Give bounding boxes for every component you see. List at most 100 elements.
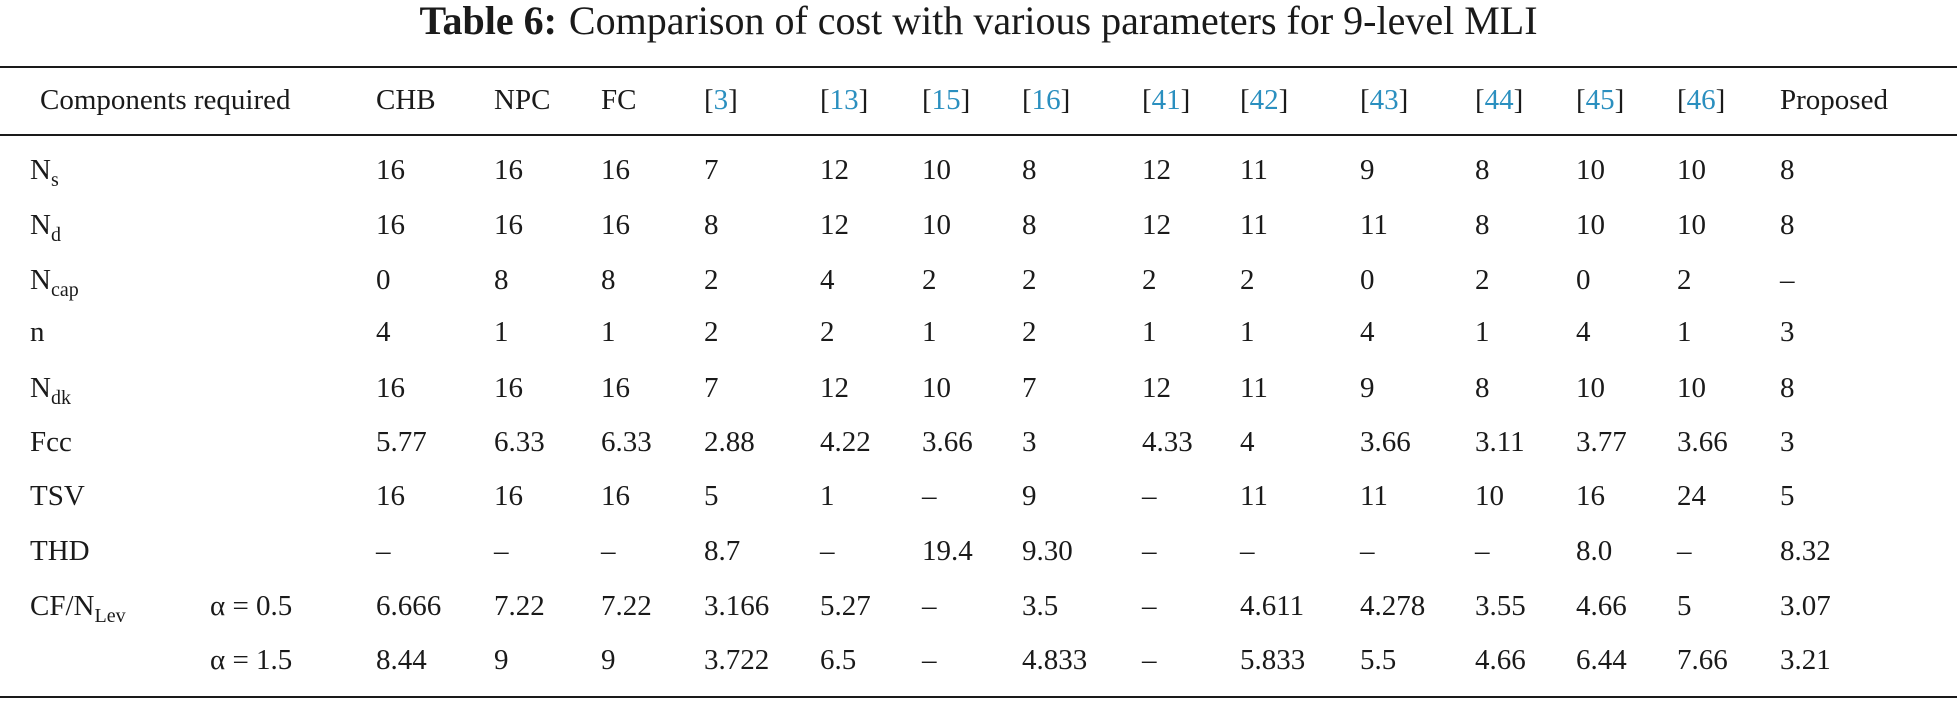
table-cell: –	[494, 535, 509, 567]
citation-link[interactable]: 13	[829, 84, 859, 116]
table-cell: 16	[601, 209, 630, 241]
table-cell: 8	[1022, 154, 1037, 186]
citation-link[interactable]: 42	[1249, 84, 1279, 116]
citation-link[interactable]: 16	[1031, 84, 1061, 116]
table-cell: 3.5	[1022, 590, 1059, 622]
header-col-ref-41[interactable]: [41]	[1142, 84, 1191, 116]
row-label: Fcc	[30, 426, 72, 458]
row-label-subscript: d	[50, 224, 61, 246]
citation-link[interactable]: 46	[1686, 84, 1716, 116]
table-cell: 5	[1677, 590, 1692, 622]
table-cell: 4	[1240, 426, 1255, 458]
header-col-ref-3[interactable]: [3]	[704, 84, 738, 116]
row-parameter: α = 0.5	[210, 590, 293, 622]
table-cell: 6.666	[376, 590, 442, 622]
table-cell: 8.7	[704, 535, 741, 567]
citation-link[interactable]: 45	[1585, 84, 1615, 116]
header-col-ref-43[interactable]: [43]	[1360, 84, 1409, 116]
table-cell: 1	[922, 316, 937, 348]
table-cell: 4	[1576, 316, 1591, 348]
table-cell: 4	[820, 264, 835, 296]
table-cell: 4.278	[1360, 590, 1426, 622]
table-cell: 6.5	[820, 644, 857, 676]
table-cell: 5	[704, 480, 719, 512]
table-cell: 2	[704, 316, 719, 348]
table-cell: 8	[1780, 372, 1795, 404]
table-cell: 0	[376, 264, 391, 296]
table-cell: 5	[1780, 480, 1795, 512]
table-caption: Table 6: Comparison of cost with various …	[0, 0, 1957, 42]
table-cell: 16	[601, 154, 630, 186]
top-rule	[0, 66, 1957, 68]
table-cell: 1	[494, 316, 509, 348]
caption-label: Table 6:	[419, 0, 557, 43]
table-cell: 2.88	[704, 426, 755, 458]
table-cell: 2	[1475, 264, 1490, 296]
table-cell: –	[1240, 535, 1255, 567]
table-cell: –	[1360, 535, 1375, 567]
table-cell: 4.833	[1022, 644, 1088, 676]
table-cell: –	[922, 644, 937, 676]
bottom-rule	[0, 696, 1957, 698]
table-cell: 3.77	[1576, 426, 1627, 458]
row-label-subscript: s	[50, 169, 59, 191]
table-cell: 9	[601, 644, 616, 676]
citation-link[interactable]: 43	[1369, 84, 1399, 116]
table-cell: 3.55	[1475, 590, 1526, 622]
citation-link[interactable]: 41	[1151, 84, 1181, 116]
table-cell: 1	[820, 480, 835, 512]
header-col-ref-15[interactable]: [15]	[922, 84, 971, 116]
table-cell: 4.66	[1576, 590, 1627, 622]
table-cell: 3.66	[1677, 426, 1728, 458]
header-col-ref-46[interactable]: [46]	[1677, 84, 1726, 116]
header-components: Components required	[40, 84, 291, 116]
table-cell: 12	[1142, 154, 1171, 186]
header-col-ref-13[interactable]: [13]	[820, 84, 869, 116]
table-cell: 9	[1360, 154, 1375, 186]
table-cell: –	[922, 590, 937, 622]
header-col-ref-16[interactable]: [16]	[1022, 84, 1071, 116]
header-col-ref-44[interactable]: [44]	[1475, 84, 1524, 116]
row-label: Ns	[30, 154, 59, 191]
table-cell: 4.33	[1142, 426, 1193, 458]
table-cell: 6.33	[601, 426, 652, 458]
header-col-chb: CHB	[376, 84, 436, 116]
citation-link[interactable]: 3	[713, 84, 729, 116]
table-cell: 5.27	[820, 590, 871, 622]
row-label: TSV	[30, 480, 85, 512]
table-cell: 12	[820, 154, 849, 186]
table-cell: –	[1142, 644, 1157, 676]
header-col-ref-42[interactable]: [42]	[1240, 84, 1289, 116]
citation-link[interactable]: 15	[931, 84, 961, 116]
table-cell: –	[1780, 264, 1795, 296]
table-cell: 4	[376, 316, 391, 348]
header-col-npc: NPC	[494, 84, 551, 116]
table-cell: 9	[1360, 372, 1375, 404]
table-cell: 8	[1780, 154, 1795, 186]
table-cell: 9	[1022, 480, 1037, 512]
table-cell: 3	[1780, 426, 1795, 458]
citation-link[interactable]: 44	[1484, 84, 1514, 116]
table-cell: 1	[1677, 316, 1692, 348]
table-cell: 11	[1240, 209, 1268, 241]
row-label-subscript: cap	[50, 279, 79, 301]
table-cell: 16	[494, 372, 523, 404]
table-cell: –	[376, 535, 391, 567]
table-cell: 11	[1240, 372, 1268, 404]
table-cell: 4.611	[1240, 590, 1305, 622]
table-cell: 16	[494, 154, 523, 186]
header-rule	[0, 134, 1957, 136]
table-cell: 8.32	[1780, 535, 1831, 567]
table-cell: 16	[376, 209, 405, 241]
table-cell: 8.0	[1576, 535, 1613, 567]
table-cell: 1	[1240, 316, 1255, 348]
table-cell: 7.22	[494, 590, 545, 622]
table-cell: 12	[820, 209, 849, 241]
table-cell: 8	[494, 264, 509, 296]
table-cell: –	[1142, 590, 1157, 622]
row-label-subscript: dk	[50, 387, 71, 409]
header-col-ref-45[interactable]: [45]	[1576, 84, 1625, 116]
table-cell: –	[1142, 480, 1157, 512]
table-cell: 10	[1576, 209, 1605, 241]
table-cell: 10	[922, 372, 951, 404]
